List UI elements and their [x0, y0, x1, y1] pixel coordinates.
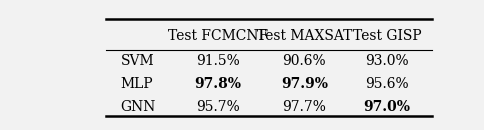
Text: 90.6%: 90.6% [283, 54, 326, 68]
Text: Test FCMCNF: Test FCMCNF [168, 29, 268, 43]
Text: SVM: SVM [121, 54, 154, 68]
Text: 97.8%: 97.8% [195, 77, 242, 91]
Text: 97.7%: 97.7% [282, 100, 326, 114]
Text: 95.7%: 95.7% [196, 100, 240, 114]
Text: Test GISP: Test GISP [352, 29, 421, 43]
Text: 97.9%: 97.9% [281, 77, 328, 91]
Text: 93.0%: 93.0% [365, 54, 408, 68]
Text: 91.5%: 91.5% [196, 54, 240, 68]
Text: Test MAXSAT: Test MAXSAT [257, 29, 352, 43]
Text: 95.6%: 95.6% [365, 77, 408, 91]
Text: MLP: MLP [121, 77, 153, 91]
Text: 97.0%: 97.0% [363, 100, 410, 114]
Text: GNN: GNN [121, 100, 156, 114]
